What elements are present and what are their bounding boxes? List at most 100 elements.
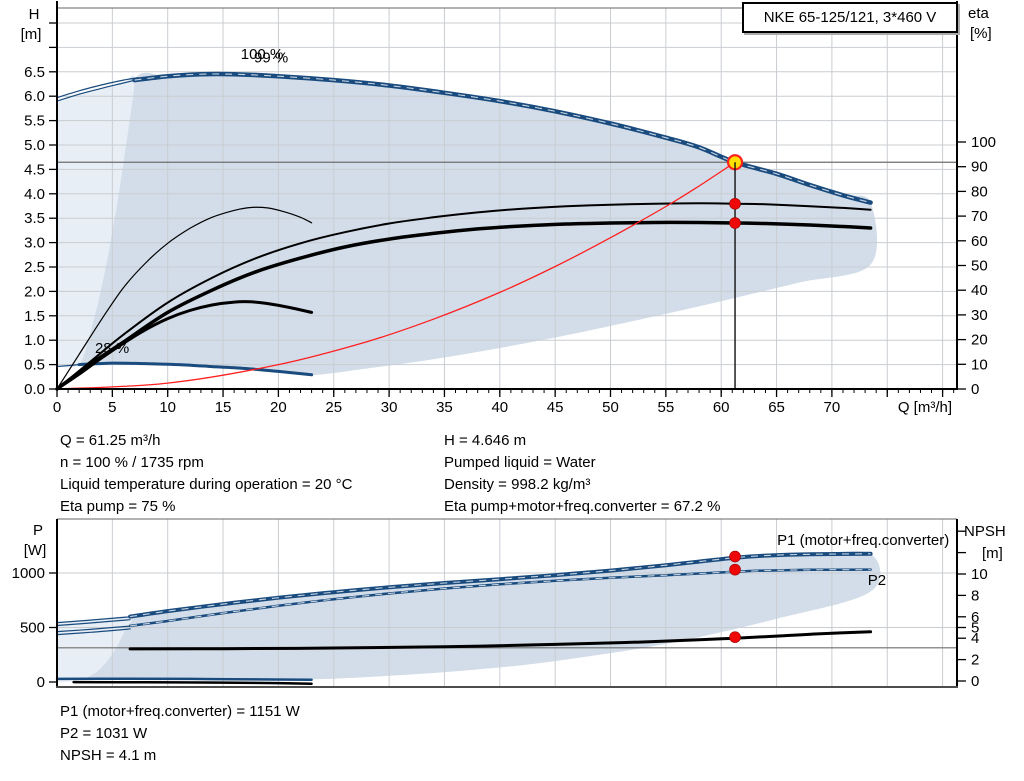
left-tick-label: 6.0 bbox=[24, 88, 45, 105]
left-tick-label: 2.0 bbox=[24, 283, 45, 300]
low-flow-region bbox=[57, 74, 135, 368]
info-line-p1: P1 (motor+freq.converter) = 1151 W bbox=[60, 703, 300, 720]
info-line-density: Density = 998.2 kg/m³ bbox=[444, 476, 591, 493]
info-line-temperature: Liquid temperature during operation = 20… bbox=[60, 476, 353, 493]
axis-title-label: eta bbox=[968, 5, 990, 22]
x-tick-label: 20 bbox=[270, 399, 287, 416]
p1-curve-dash-overlay bbox=[130, 553, 871, 618]
hq-100-curve-thin-a bbox=[56, 79, 139, 102]
x-tick-label: 65 bbox=[768, 399, 785, 416]
speed-label-99: 99 % bbox=[254, 50, 288, 67]
power-npsh-chart: 0 500 1000 0 2 456 8 10 P [W] NPSH [m] P1 (motor+fre… bbox=[12, 518, 1006, 691]
axis-title-label: [m] bbox=[982, 545, 1003, 562]
duty-info-left: Q = 61.25 m³/h n = 100 % / 1735 rpm Liqu… bbox=[60, 430, 352, 518]
left-tick-label: 4.0 bbox=[24, 186, 45, 203]
left-tick-label: 500 bbox=[20, 620, 45, 637]
left-tick-label: 0.0 bbox=[24, 381, 45, 398]
pump-title-box: NKE 65-125/121, 3*460 V bbox=[742, 2, 958, 33]
right-tick-label: 0 bbox=[971, 381, 979, 398]
left-tick-label: 1.5 bbox=[24, 308, 45, 325]
left-tick-label: 1000 bbox=[12, 565, 45, 582]
right-tick-label: 10 bbox=[971, 566, 988, 583]
p2-dot bbox=[729, 563, 741, 576]
right-tick-label: 20 bbox=[971, 332, 988, 349]
info-line-head: H = 4.646 m bbox=[444, 432, 527, 449]
speed-label-100: 100 % bbox=[241, 46, 284, 63]
left-tick-label: 4.5 bbox=[24, 161, 45, 178]
x-tick-label: 5 bbox=[108, 399, 116, 416]
eta-total-28-curve bbox=[55, 300, 314, 391]
info-line-liquid: Pumped liquid = Water bbox=[444, 454, 596, 471]
right-tick-label: 30 bbox=[971, 307, 988, 324]
duty-info-right: H = 4.646 m Pumped liquid = Water Densit… bbox=[444, 430, 720, 518]
left-tick-label: 6.5 bbox=[24, 64, 45, 81]
right-tick-label: 100 bbox=[971, 134, 996, 151]
x-tick-label: 60 bbox=[713, 399, 730, 416]
axis-title-label: NPSH bbox=[964, 523, 1006, 540]
system-curve bbox=[56, 161, 736, 390]
hq-100-curve-thin-b bbox=[56, 77, 139, 99]
x-tick-label: 45 bbox=[547, 399, 564, 416]
x-tick-label: 55 bbox=[658, 399, 675, 416]
speed-label-28: 28 % bbox=[95, 340, 129, 357]
x-tick-label: 25 bbox=[325, 399, 342, 416]
left-tick-label: 3.5 bbox=[24, 210, 45, 227]
axis-title-label: [%] bbox=[970, 25, 992, 42]
eta-pump-curve bbox=[56, 202, 872, 390]
right-tick-label: 80 bbox=[971, 183, 988, 200]
axis-title-label: [W] bbox=[24, 542, 47, 559]
npsh-dot bbox=[729, 631, 741, 643]
p-28-curve bbox=[55, 677, 313, 682]
right-tick-label: 4 bbox=[971, 630, 979, 647]
x-tick-label: 15 bbox=[215, 399, 232, 416]
x-tick-label: 10 bbox=[159, 399, 176, 416]
hq-28-curve-thin bbox=[56, 364, 80, 368]
p1-dot bbox=[729, 550, 741, 563]
p1-curve-label: P1 (motor+freq.converter) bbox=[777, 532, 949, 549]
p2-curve-thin-a bbox=[56, 625, 131, 633]
right-tick-label: 10 bbox=[971, 356, 988, 373]
p2-curve-label: P2 bbox=[868, 572, 886, 589]
left-tick-label: 2.5 bbox=[24, 259, 45, 276]
right-tick-label: 50 bbox=[971, 258, 988, 275]
axis-title-label: P bbox=[33, 522, 43, 539]
info-line-speed: n = 100 % / 1735 rpm bbox=[60, 454, 204, 471]
x-tick-label: 0 bbox=[53, 399, 61, 416]
info-line-eta-pump: Eta pump = 75 % bbox=[60, 498, 176, 515]
left-tick-label: 1.0 bbox=[24, 332, 45, 349]
hq-100-curve-dash-overlay bbox=[134, 73, 871, 204]
info-line-q: Q = 61.25 m³/h bbox=[60, 432, 161, 449]
npsh-curve bbox=[128, 630, 873, 651]
hq-eta-chart: 0 5 10 15 20 25 30 35 40 45 50 55 60 65 70 Q [m³/h] 0.0 0… bbox=[21, 1, 996, 416]
hq-28-curve bbox=[77, 361, 314, 377]
left-tick-label: 0.5 bbox=[24, 357, 45, 374]
right-tick-label: 5 bbox=[971, 620, 979, 637]
right-tick-label: 0 bbox=[971, 673, 979, 690]
x-tick-label: 70 bbox=[824, 399, 841, 416]
axis-title-label: H bbox=[29, 6, 40, 23]
x-axis-label: Q [m³/h] bbox=[898, 399, 952, 416]
p1-curve-thin-b bbox=[56, 619, 131, 627]
right-tick-label: 40 bbox=[971, 282, 988, 299]
right-tick-label: 70 bbox=[971, 208, 988, 225]
left-tick-label: 3.0 bbox=[24, 235, 45, 252]
p2-curve-dash-overlay bbox=[130, 569, 871, 627]
left-tick-label: 5.5 bbox=[24, 113, 45, 130]
eta-total-curve bbox=[55, 220, 873, 391]
npsh-28-curve bbox=[72, 680, 313, 685]
info-line-p2: P2 = 1031 W bbox=[60, 725, 148, 742]
x-tick-label: 50 bbox=[602, 399, 619, 416]
left-tick-label: 0 bbox=[37, 674, 45, 691]
right-tick-label: 8 bbox=[971, 587, 979, 604]
p1-curve-thin-a bbox=[56, 616, 131, 624]
power-info-block: P1 (motor+freq.converter) = 1151 W P2 = … bbox=[60, 701, 300, 767]
power-low-flow-region bbox=[57, 616, 132, 682]
eta-pump-dot bbox=[729, 197, 741, 210]
axis-title-label: [m] bbox=[21, 26, 42, 43]
right-tick-label: 60 bbox=[971, 233, 988, 250]
x-tick-label: 40 bbox=[491, 399, 508, 416]
p2-curve-thin-b bbox=[56, 628, 131, 636]
eta-total-dot bbox=[729, 217, 741, 229]
